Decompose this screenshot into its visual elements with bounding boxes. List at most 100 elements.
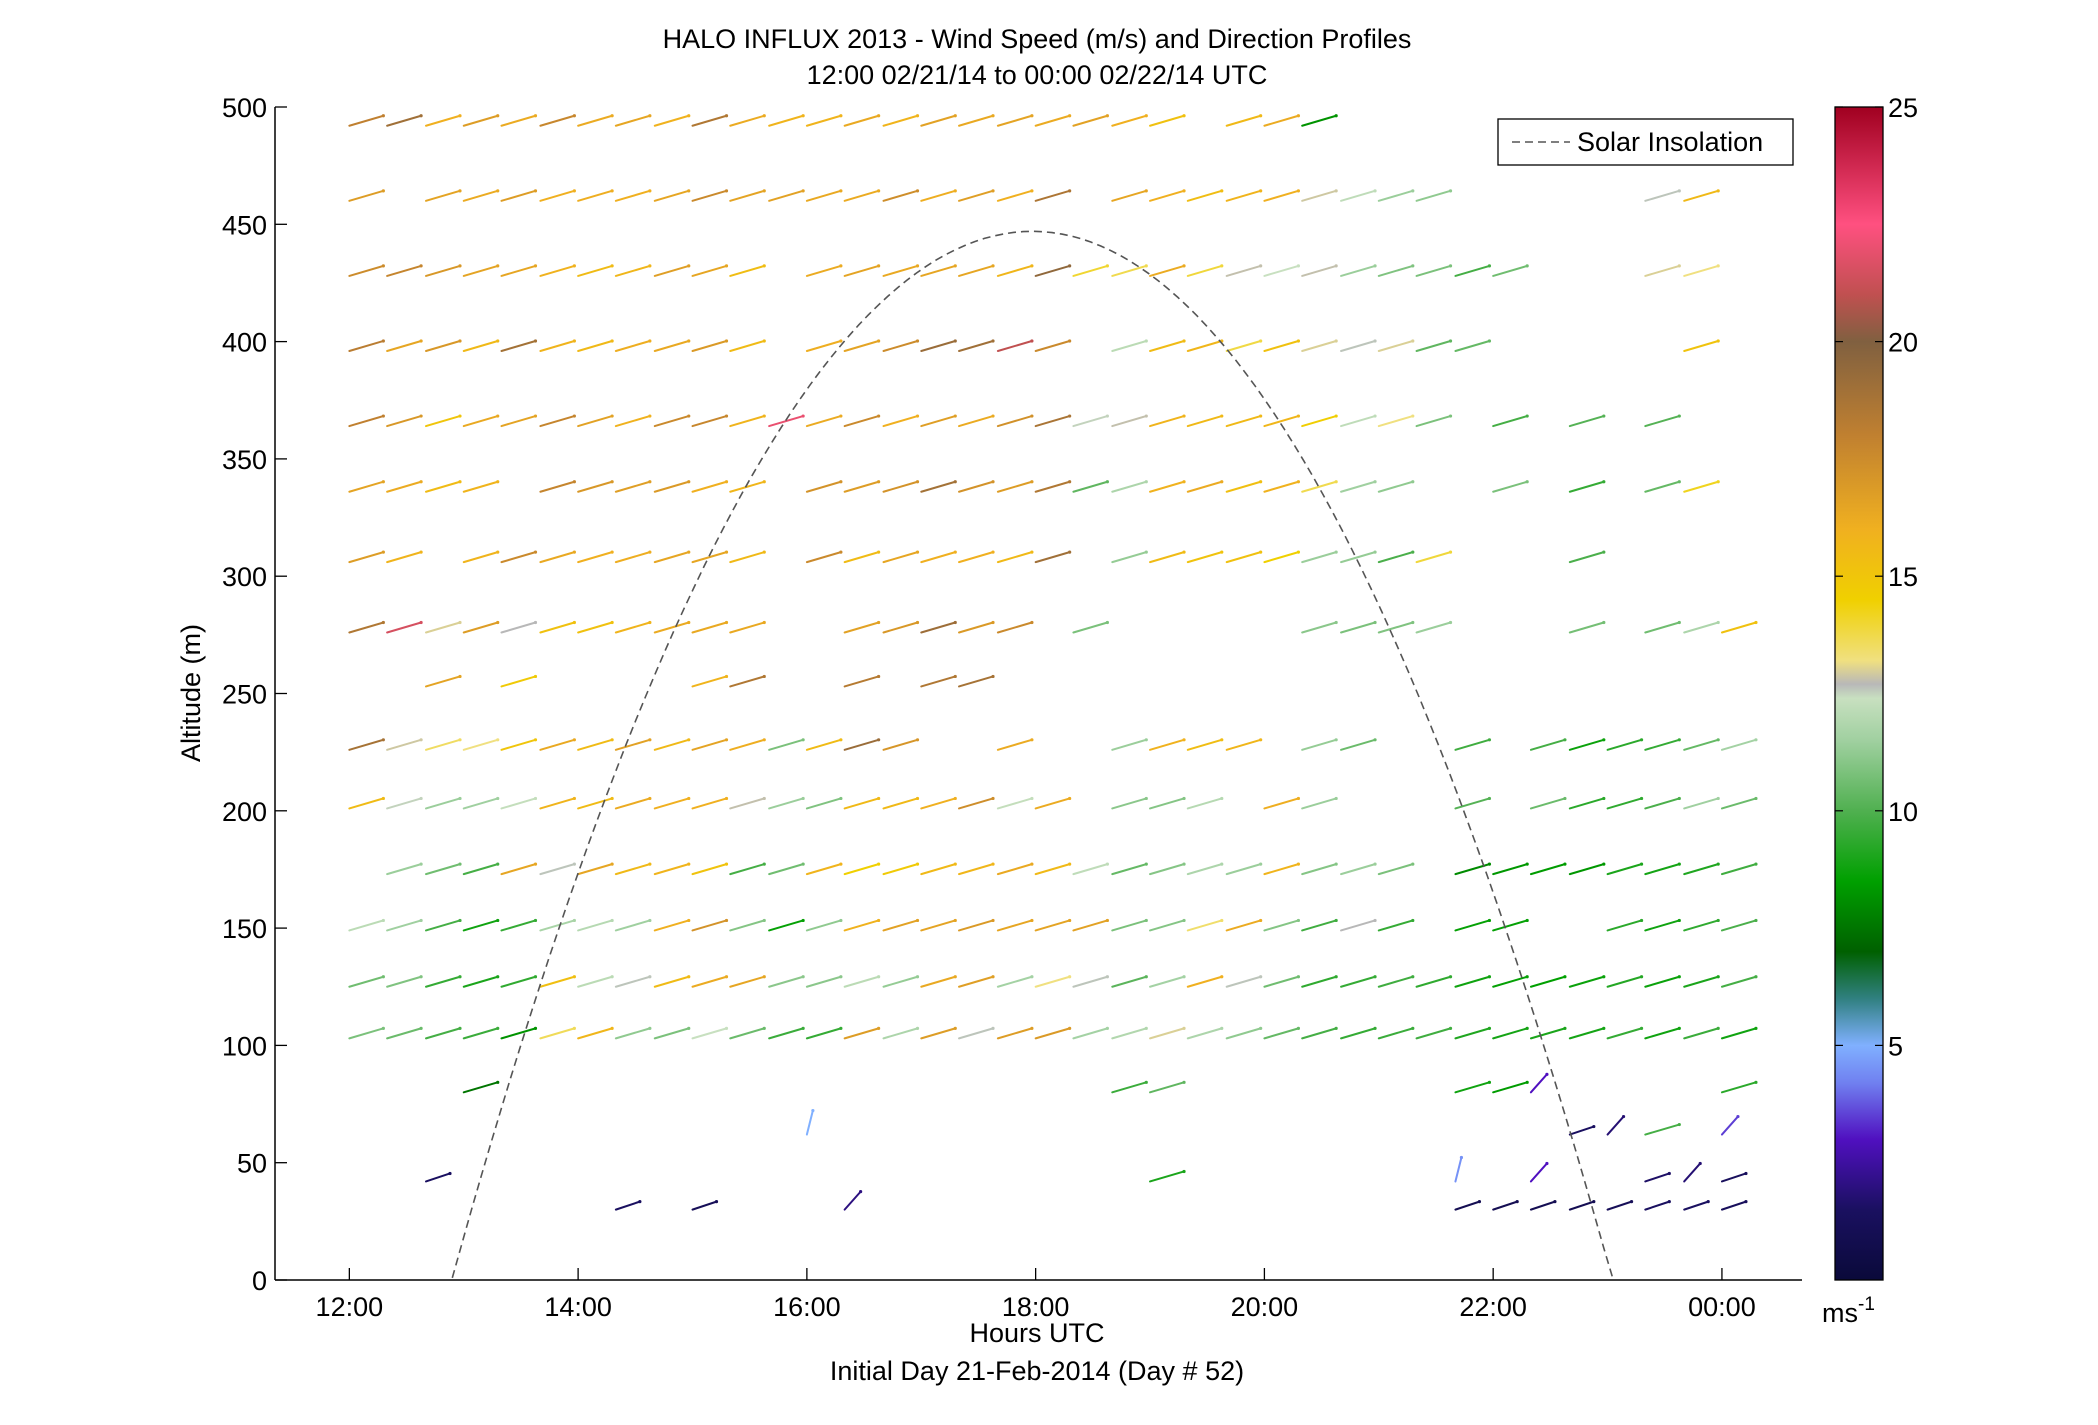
wind-vector-head (1639, 862, 1644, 866)
wind-vector-head (1334, 550, 1338, 554)
wind-vector-head (1639, 796, 1644, 801)
wind-vector (653, 264, 690, 277)
wind-vector (1225, 415, 1262, 428)
wind-vector (882, 114, 919, 127)
wind-vector (1186, 919, 1223, 932)
wind-vector (882, 1027, 919, 1040)
wind-vector-head (839, 114, 843, 118)
wind-vector-head (648, 339, 652, 343)
wind-vector-head (1754, 975, 1758, 979)
wind-vector (386, 114, 423, 127)
wind-vector-head (1448, 620, 1453, 625)
wind-vector-head (724, 862, 729, 866)
wind-vector (1683, 1027, 1720, 1040)
wind-vector-head (915, 480, 920, 484)
wind-vector (843, 675, 880, 688)
wind-vector-head (1220, 862, 1224, 866)
wind-vector-head (1068, 550, 1072, 554)
wind-vector-head (381, 189, 385, 193)
wind-vector-head (648, 264, 652, 268)
colorbar-tick-label: 25 (1888, 93, 1918, 123)
wind-vector (805, 339, 842, 352)
x-tick-label: 12:00 (316, 1292, 384, 1322)
wind-vector (1263, 797, 1300, 810)
wind-vector (348, 919, 385, 932)
wind-vector-head (533, 550, 538, 554)
wind-vector-head (381, 264, 385, 268)
wind-vector-head (1736, 1114, 1740, 1119)
wind-vector-head (1182, 550, 1186, 554)
wind-vector-head (1030, 189, 1034, 193)
y-axis-label: Altitude (m) (176, 624, 206, 762)
wind-vector-head (648, 796, 652, 801)
wind-vector-head (1296, 796, 1301, 801)
wind-vector (424, 480, 461, 493)
wind-vector (1186, 551, 1223, 564)
wind-vector (996, 738, 1033, 751)
wind-vector (424, 797, 461, 810)
wind-vector (1149, 975, 1186, 988)
wind-vector (996, 1027, 1033, 1040)
wind-vector (958, 975, 995, 988)
wind-vector (653, 114, 690, 127)
wind-vector-head (915, 862, 920, 866)
wind-vector (424, 415, 461, 428)
wind-vector (1186, 797, 1223, 810)
wind-vector-head (572, 1026, 576, 1030)
wind-vector-head (648, 550, 652, 554)
wind-vector-head (762, 1026, 766, 1030)
wind-vector (768, 738, 805, 751)
wind-vector-head (419, 620, 423, 625)
wind-vector-head (953, 264, 957, 268)
wind-vector-head (839, 738, 843, 742)
wind-vector-head (1602, 738, 1606, 742)
wind-vector (462, 975, 499, 988)
wind-vector (1529, 1073, 1548, 1094)
wind-vector-head (1334, 1026, 1338, 1030)
wind-vector (1340, 1027, 1377, 1040)
wind-vector-head (687, 189, 691, 193)
wind-vector (882, 189, 919, 202)
wind-vector-head (839, 480, 843, 484)
wind-vector-head (1602, 414, 1606, 418)
wind-vector-head (762, 620, 766, 625)
wind-vector-head (1182, 738, 1186, 742)
wind-vector (1492, 919, 1529, 932)
wind-vector (691, 551, 728, 564)
wind-vector (1149, 339, 1186, 352)
wind-vector-head (953, 114, 957, 118)
wind-vector (386, 551, 423, 564)
wind-vector (577, 551, 614, 564)
wind-vector-head (1477, 1200, 1482, 1204)
wind-vector (1683, 621, 1720, 634)
wind-vector-head (533, 918, 538, 923)
wind-vector (386, 738, 423, 751)
wind-vector (577, 339, 614, 352)
wind-vector-head (419, 550, 423, 554)
wind-vector-head (1487, 1080, 1492, 1084)
wind-vector-head (496, 620, 500, 625)
wind-vector-head (953, 550, 957, 554)
wind-vector-head (724, 620, 729, 625)
wind-vector-head (1411, 339, 1415, 343)
wind-vector (424, 621, 461, 634)
wind-vector (577, 738, 614, 751)
wind-vector (1225, 919, 1262, 932)
wind-vector (1301, 339, 1338, 352)
wind-vector-head (381, 414, 385, 418)
wind-vector-head (1068, 918, 1072, 923)
y-tick-label: 500 (222, 93, 267, 123)
wind-vector-head (610, 264, 614, 268)
wind-vector (1034, 863, 1071, 876)
wind-vector (539, 738, 576, 751)
wind-vector-head (496, 918, 500, 923)
wind-vector-head (458, 918, 462, 923)
wind-vector-head (458, 975, 462, 979)
wind-vector-head (1448, 339, 1453, 343)
wind-vector-head (1754, 796, 1758, 801)
wind-vector (1492, 1081, 1529, 1094)
wind-vector (614, 551, 651, 564)
wind-vector-head (762, 189, 766, 193)
wind-vector (996, 339, 1033, 352)
wind-vector (920, 1027, 957, 1040)
